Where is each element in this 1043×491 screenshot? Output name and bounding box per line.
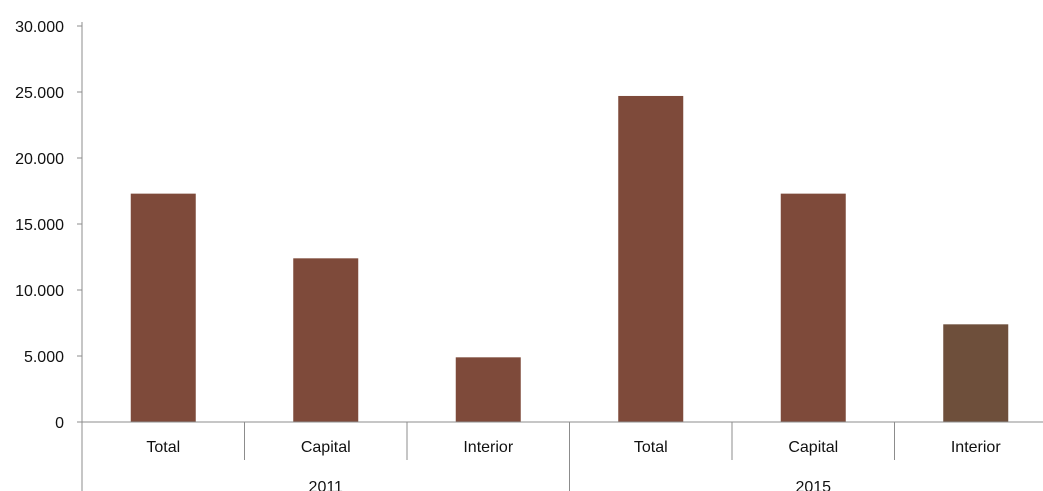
bar — [293, 258, 359, 422]
y-tick-label: 0 — [55, 415, 64, 432]
x-category-label: Total — [146, 439, 180, 456]
y-tick-label: 10.000 — [15, 283, 64, 300]
bars — [130, 95, 1009, 423]
x-group-label: 2015 — [795, 479, 831, 491]
x-category-label: Total — [634, 439, 668, 456]
y-axis-ticks: 0 5.000 10.000 15.000 20.000 25.000 30.000 — [15, 19, 83, 491]
bar — [130, 193, 196, 422]
y-tick-label: 5.000 — [24, 349, 64, 366]
bar — [618, 95, 684, 423]
x-category-label: Interior — [951, 439, 1001, 456]
x-category-label: Interior — [463, 439, 513, 456]
x-group-label: 2011 — [309, 479, 344, 491]
bar — [780, 193, 846, 422]
bar — [455, 357, 521, 422]
y-tick-label: 25.000 — [15, 85, 64, 102]
y-tick-label: 30.000 — [15, 19, 64, 36]
x-axis: Total Capital Interior Total Capital Interior… — [82, 421, 1043, 491]
y-tick-label: 20.000 — [15, 151, 64, 168]
x-category-label: Capital — [788, 439, 838, 456]
bar — [943, 324, 1009, 422]
x-category-label: Capital — [301, 439, 351, 456]
y-tick-label: 15.000 — [15, 217, 64, 234]
